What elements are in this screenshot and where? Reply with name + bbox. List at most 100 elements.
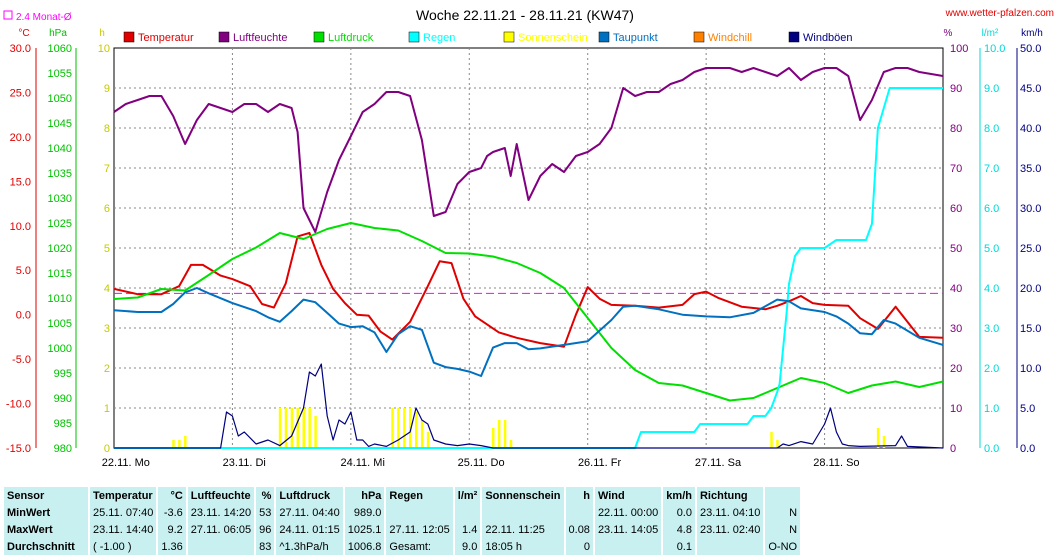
table-cell-value: 0.1 [663, 538, 695, 555]
sunshine-bar [414, 412, 418, 448]
table-cell [594, 538, 662, 555]
humidity-tick-label: 30 [950, 323, 962, 335]
rain-tick-label: 2.0 [984, 363, 999, 375]
table-header: Sensor [4, 487, 88, 504]
sunshine-bar [776, 440, 779, 448]
wind-tick-label: 5.0 [1020, 403, 1035, 415]
table-header-unit: °C [158, 487, 186, 504]
sunshine-bar [184, 436, 187, 448]
sunshine-bar [491, 428, 495, 448]
rain-tick-label: 1.0 [984, 403, 999, 415]
series-line-regen [114, 87, 943, 449]
sunshine-bar [770, 432, 773, 448]
table-cell: 22.11. 00:00 [594, 504, 662, 521]
table-row: MinWert 25.11. 07:40 -3.6 23.11. 14:20 53 27.… [4, 504, 801, 521]
weather-chart: Woche 22.11.21 - 28.11.21 (KW47) www.wet… [3, 7, 1054, 469]
legend-swatch [788, 31, 800, 43]
site-url: www.wetter-pfalzen.com [945, 8, 1054, 19]
rain-tick-label: 3.0 [984, 323, 999, 335]
legend-label: Luftfeuchte [233, 32, 287, 44]
table-header: Sonnenschein [482, 487, 564, 504]
sunshine-tick-label: 0 [104, 443, 110, 455]
table-header-unit: h [565, 487, 593, 504]
table-cell-value: 9.0 [454, 538, 481, 555]
rain-tick-label: 7.0 [984, 163, 999, 175]
table-cell-value: -3.6 [158, 504, 186, 521]
pressure-tick-label: 1010 [48, 293, 72, 305]
pressure-tick-label: 990 [54, 393, 72, 405]
humidity-tick-label: 50 [950, 243, 962, 255]
table-header: Luftdruck [276, 487, 343, 504]
pressure-unit-label: hPa [49, 28, 67, 39]
table-header: Regen [386, 487, 453, 504]
legend-swatch [218, 31, 230, 43]
pressure-tick-label: 1000 [48, 343, 72, 355]
temperature-tick-label: 15.0 [10, 176, 31, 188]
table-cell-value: 53 [256, 504, 275, 521]
table-cell: ^1.3hPa/h [276, 538, 343, 555]
table-cell-value: 1006.8 [344, 538, 385, 555]
rain-tick-label: 4.0 [984, 283, 999, 295]
chart-title: Woche 22.11.21 - 28.11.21 (KW47) [416, 7, 634, 23]
wind-tick-label: 0.0 [1020, 443, 1035, 455]
table-row-label: MaxWert [4, 521, 88, 538]
sunshine-bar [397, 408, 400, 448]
sunshine-unit-label: h [99, 28, 105, 39]
humidity-tick-label: 0 [950, 443, 956, 455]
table-header-unit [765, 487, 801, 504]
legend-label: Windböen [803, 32, 853, 44]
pressure-tick-label: 1055 [48, 68, 72, 80]
x-tick-label: 25.11. Do [458, 457, 505, 469]
rain-tick-label: 9.0 [984, 83, 999, 95]
sunshine-bar [284, 408, 288, 448]
temperature-tick-label: 20.0 [10, 132, 31, 144]
sunshine-bar [391, 408, 394, 448]
wind-unit-label: km/h [1021, 28, 1043, 39]
wind-tick-label: 10.0 [1020, 363, 1041, 375]
sunshine-tick-label: 2 [104, 363, 110, 375]
pressure-tick-label: 1060 [48, 43, 72, 55]
wind-tick-label: 25.0 [1020, 243, 1041, 255]
x-tick-label: 23.11. Di [223, 457, 266, 469]
table-cell: 25.11. 07:40 [90, 504, 157, 521]
sunshine-tick-label: 1 [104, 403, 110, 415]
sunshine-bar [308, 408, 311, 448]
rain-tick-label: 10.0 [984, 43, 1005, 55]
table-cell: 27.11. 04:40 [276, 504, 343, 521]
humidity-tick-label: 80 [950, 123, 962, 135]
pressure-tick-label: 1030 [48, 193, 72, 205]
table-cell-value: 4.8 [663, 521, 695, 538]
humidity-tick-label: 100 [950, 43, 968, 55]
pressure-tick-label: 1050 [48, 93, 72, 105]
humidity-unit-label: % [944, 28, 953, 39]
sunshine-bar [178, 440, 181, 448]
table-row: Durchschnitt( -1.00 ) 1.36 83 ^1.3hPa/h 1006… [4, 538, 801, 555]
rain-unit-label: l/m² [982, 28, 999, 39]
x-tick-label: 24.11. Mi [340, 457, 384, 469]
table-cell: 23.11. 02:40 [696, 521, 764, 538]
wind-tick-label: 50.0 [1020, 43, 1041, 55]
pressure-tick-label: 1005 [48, 318, 72, 330]
rain-tick-label: 8.0 [984, 123, 999, 135]
x-tick-label: 22.11. Mo [102, 457, 150, 469]
sunshine-bar [314, 416, 317, 448]
avg-legend-label: 2.4 Monat-Ø [16, 12, 72, 23]
humidity-tick-label: 60 [950, 203, 962, 215]
table-cell-value: 96 [256, 521, 275, 538]
statistics-panel: Sensor Temperatur °C Luftfeuchte% Luftdruck h… [0, 484, 1058, 559]
x-tick-label: 27.11. Sa [695, 457, 742, 469]
sunshine-bar [403, 408, 406, 448]
sunshine-tick-label: 9 [104, 83, 110, 95]
table-cell [187, 538, 255, 555]
table-cell: 23.11. 14:40 [90, 521, 157, 538]
table-cell: Gesamt: [386, 538, 453, 555]
pressure-tick-label: 1045 [48, 118, 72, 130]
table-row: MaxWert 23.11. 14:40 9.2 27.11. 06:05 96 24.1… [4, 521, 801, 538]
sunshine-bar [503, 420, 507, 448]
sunshine-bar [172, 440, 175, 448]
sunshine-bar [420, 420, 424, 448]
legend-swatch [123, 31, 135, 43]
series-line-temperatur [113, 231, 944, 348]
table-cell: 27.11. 12:05 [386, 521, 453, 538]
table-header-unit: km/h [663, 487, 695, 504]
